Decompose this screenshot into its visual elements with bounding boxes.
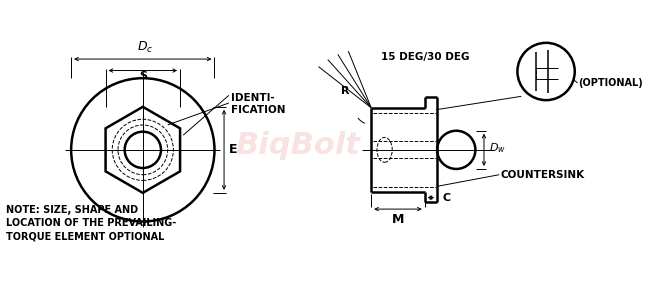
Text: 15 DEG/30 DEG: 15 DEG/30 DEG bbox=[381, 52, 469, 62]
Text: IDENTI-
FICATION: IDENTI- FICATION bbox=[231, 93, 285, 115]
Text: (OPTIONAL): (OPTIONAL) bbox=[578, 78, 644, 88]
Text: M: M bbox=[392, 213, 404, 226]
Text: NOTE: SIZE, SHAPE AND
LOCATION OF THE PREVAILING-
TORQUE ELEMENT OPTIONAL: NOTE: SIZE, SHAPE AND LOCATION OF THE PR… bbox=[6, 205, 177, 242]
Text: BiqBolt: BiqBolt bbox=[235, 131, 360, 160]
Text: S: S bbox=[139, 71, 147, 81]
Text: $D_w$: $D_w$ bbox=[489, 141, 506, 155]
Text: E: E bbox=[229, 143, 237, 156]
Text: C: C bbox=[443, 193, 451, 203]
Text: $D_c$: $D_c$ bbox=[136, 40, 153, 55]
Text: R: R bbox=[340, 86, 349, 96]
Text: COUNTERSINK: COUNTERSINK bbox=[500, 170, 584, 180]
